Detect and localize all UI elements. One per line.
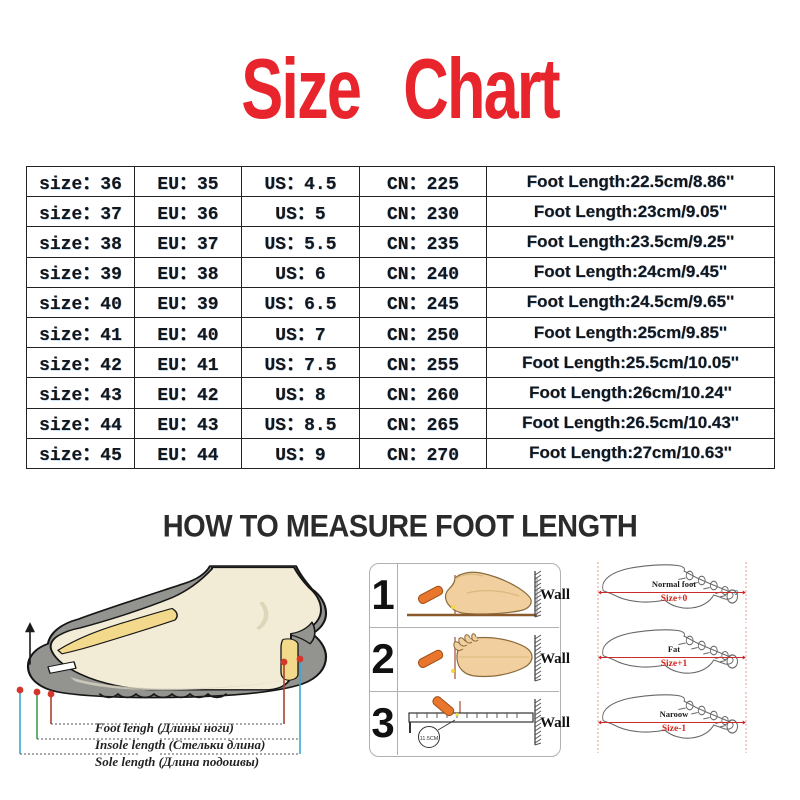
svg-text:Size+1: Size+1 <box>661 659 688 669</box>
svg-text:Normal foot: Normal foot <box>652 579 696 589</box>
svg-text:Size-1: Size-1 <box>662 724 687 734</box>
svg-text:Naroow: Naroow <box>660 709 690 719</box>
svg-text:Size+0: Size+0 <box>661 594 688 604</box>
svg-text:11.5CM: 11.5CM <box>420 736 439 742</box>
svg-text:Fat: Fat <box>668 644 680 654</box>
